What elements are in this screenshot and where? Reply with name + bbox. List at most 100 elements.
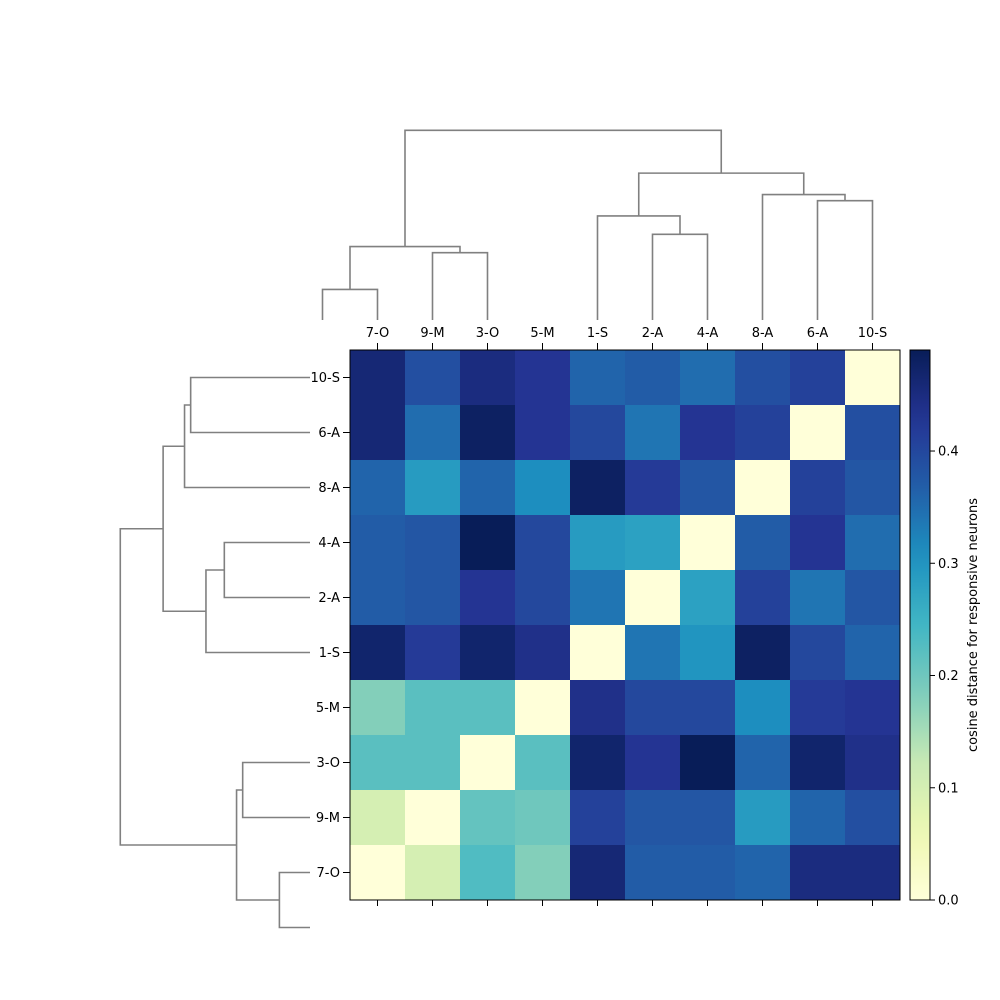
heatmap-cell	[680, 570, 736, 626]
heatmap-cell	[790, 845, 846, 901]
row-label: 8-A	[318, 481, 340, 496]
heatmap-cell	[460, 625, 516, 681]
heatmap-cell	[570, 405, 626, 461]
heatmap-cell	[515, 680, 571, 736]
heatmap-cell	[570, 570, 626, 626]
heatmap-cell	[625, 515, 681, 571]
heatmap-cell	[515, 350, 571, 406]
heatmap-cell	[625, 845, 681, 901]
heatmap-cell	[515, 625, 571, 681]
colorbar-tick-label: 0.3	[938, 557, 959, 572]
row-label: 7-O	[316, 866, 340, 881]
heatmap-cell	[350, 790, 406, 846]
heatmap-cell	[790, 625, 846, 681]
heatmap-cell	[350, 350, 406, 406]
heatmap-cell	[570, 460, 626, 516]
heatmap-cell	[405, 405, 461, 461]
heatmap-cell	[460, 460, 516, 516]
colorbar-ticks: 0.0 0.1 0.2 0.3 0.4	[930, 445, 959, 909]
heatmap-cell	[680, 845, 736, 901]
heatmap-cell	[625, 625, 681, 681]
heatmap-cell	[680, 735, 736, 791]
heatmap-cell	[350, 515, 406, 571]
dendrogram-link	[223, 541, 310, 599]
heatmap-cell	[680, 515, 736, 571]
column-label: 1-S	[587, 326, 608, 341]
heatmap-cells	[350, 350, 901, 901]
heatmap-cell	[790, 570, 846, 626]
heatmap-cell	[570, 790, 626, 846]
heatmap-cell	[735, 460, 791, 516]
heatmap-cell	[460, 845, 516, 901]
heatmap-cell	[735, 845, 791, 901]
dendrogram-link	[278, 871, 310, 929]
heatmap-frame	[349, 349, 901, 901]
heatmap-cell	[625, 570, 681, 626]
heatmap-cell	[735, 790, 791, 846]
heatmap-cell	[845, 350, 901, 406]
heatmap-cell	[405, 515, 461, 571]
dendrogram-link	[761, 193, 846, 320]
heatmap-cell	[405, 350, 461, 406]
heatmap-cell	[570, 350, 626, 406]
dendrogram-link	[816, 199, 874, 320]
heatmap-cell	[405, 845, 461, 901]
heatmap-cell	[680, 790, 736, 846]
heatmap-cell	[790, 515, 846, 571]
bottom-ticks	[377, 900, 873, 906]
dendrogram-link	[241, 761, 310, 819]
heatmap-cell	[680, 680, 736, 736]
heatmap-cell	[845, 625, 901, 681]
column-label: 6-A	[807, 326, 829, 341]
heatmap-cell	[845, 845, 901, 901]
heatmap-cell	[735, 570, 791, 626]
heatmap-cell	[405, 790, 461, 846]
row-label: 1-S	[319, 646, 340, 661]
column-label: 9-M	[420, 326, 444, 341]
colorbar: 0.0 0.1 0.2 0.3 0.4 cosine distance for resp…	[909, 349, 981, 909]
column-label: 4-A	[697, 326, 719, 341]
heatmap-cell	[350, 460, 406, 516]
row-label: 3-O	[316, 756, 340, 771]
heatmap-cell	[570, 515, 626, 571]
heatmap-cell	[350, 625, 406, 681]
heatmap-cell	[405, 570, 461, 626]
heatmap-cell	[460, 405, 516, 461]
heatmap-cell	[405, 625, 461, 681]
heatmap-cell	[570, 680, 626, 736]
row-label: 4-A	[318, 536, 340, 551]
heatmap-cell	[680, 625, 736, 681]
colorbar-gradient	[909, 349, 931, 901]
column-labels: 7-O 9-M 3-O 5-M 1-S 2-A 4-A 8-A 6-A 10-S	[366, 326, 887, 350]
heatmap-cell	[460, 790, 516, 846]
heatmap-cell	[845, 405, 901, 461]
dendrogram-link	[596, 215, 681, 320]
row-label: 2-A	[318, 591, 340, 606]
heatmap-cell	[625, 350, 681, 406]
heatmap-cell	[790, 350, 846, 406]
heatmap-cell	[625, 405, 681, 461]
row-label: 10-S	[311, 371, 341, 386]
heatmap-cell	[570, 845, 626, 901]
heatmap-cell	[405, 460, 461, 516]
row-dendrogram	[119, 376, 310, 929]
heatmap-cell	[845, 515, 901, 571]
heatmap-cell	[515, 570, 571, 626]
row-label: 9-M	[316, 811, 340, 826]
heatmap-cell	[680, 460, 736, 516]
heatmap-cell	[845, 735, 901, 791]
dendrogram-link	[205, 569, 310, 654]
heatmap-cell	[790, 405, 846, 461]
heatmap-cell	[735, 680, 791, 736]
heatmap-cell	[515, 405, 571, 461]
colorbar-tick-label: 0.0	[938, 894, 959, 909]
heatmap-cell	[790, 790, 846, 846]
heatmap-cell	[625, 680, 681, 736]
heatmap-cell	[350, 405, 406, 461]
colorbar-tick-label: 0.2	[938, 669, 959, 684]
dendrogram-link	[183, 404, 310, 489]
heatmap-cell	[790, 460, 846, 516]
dendrogram-link	[431, 251, 489, 320]
column-label: 8-A	[752, 326, 774, 341]
dendrogram-link	[189, 376, 310, 434]
